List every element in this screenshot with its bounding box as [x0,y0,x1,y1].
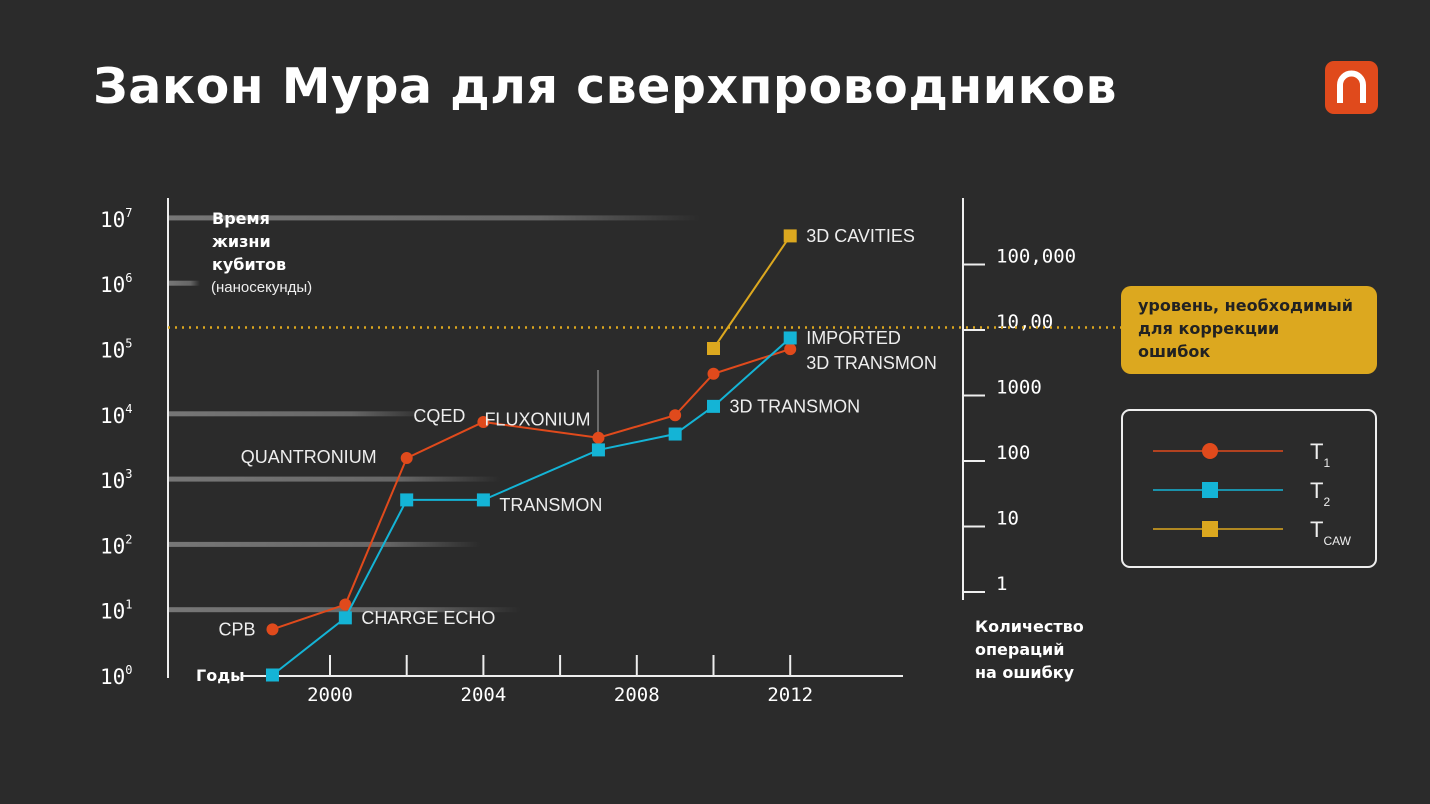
page-title: Закон Мура для сверхпроводников [93,58,1118,115]
data-point [400,493,414,507]
data-point [592,431,605,444]
annotation-label: 3D CAVITIES [806,226,915,246]
y-tick-label: 105 [100,337,133,363]
ylabel-line: (наносекунды) [211,279,312,296]
y-tick-label: 103 [100,467,133,493]
decade-band [168,215,700,221]
threshold-note: уровень, необходимый для коррекции ошибо… [1121,286,1377,374]
legend-label: TCAW [1310,517,1352,548]
n-logo-icon [1337,70,1366,103]
y2-tick-label: 1 [996,573,1007,595]
legend-marker [1202,443,1218,459]
y2-tick-label: 100 [996,442,1030,464]
x-tick-label: 2008 [614,684,660,706]
data-point [707,399,720,413]
data-point [339,598,352,611]
data-point [338,611,352,625]
decade-band [168,541,480,547]
x-tick-label: 2012 [767,684,813,706]
y-tick-label: 107 [100,206,133,232]
legend: T1 T2 TCAW [1121,409,1377,568]
data-point [669,409,682,422]
series-line-caw [712,235,792,350]
y2-tick-label: 1000 [996,377,1042,399]
y2-tick-label: 10,00 [996,311,1053,333]
data-point [707,342,720,355]
y-tick-label: 106 [100,271,133,297]
annotation-label: 3D TRANSMON [806,353,937,373]
y-tick-label: 102 [100,532,133,558]
annotation-label: FLUXONIUM [484,410,590,430]
data-point [265,668,279,682]
data-point [266,623,279,636]
decade-band [168,411,430,417]
ylabel-line: жизни [212,232,271,251]
xlabel: Годы [196,666,245,685]
y2-tick-label: 10 [996,508,1019,530]
annotation-label: TRANSMON [499,495,602,515]
x-tick-label: 2004 [461,684,507,706]
data-point [476,493,490,507]
y2-tick-label: 100,000 [996,246,1076,268]
x-tick-label: 2000 [307,684,353,706]
y2label-line: операций [975,640,1064,659]
data-point [707,367,720,380]
ylabel-line: Время [212,209,270,228]
logo [1325,61,1378,114]
decade-band [168,476,500,482]
data-point [668,427,682,441]
note-line: ошибок [1138,342,1211,361]
annotation-label: QUANTRONIUM [241,447,377,467]
data-point [477,415,490,428]
y2label-line: на ошибку [975,663,1075,682]
data-point [783,331,797,345]
y2label-line: Количество [975,617,1084,636]
ylabel-line: кубитов [212,255,286,274]
y-tick-label: 100 [100,663,133,689]
legend-marker [1202,521,1218,537]
data-point [400,452,413,465]
annotation-label: CQED [413,406,465,426]
y-tick-label: 101 [100,598,133,624]
legend-label: T2 [1310,478,1330,509]
annotation-label: CHARGE ECHO [361,608,495,628]
legend-marker [1202,482,1218,498]
decade-band [168,280,200,286]
annotation-label: IMPORTED [806,328,901,348]
note-line: уровень, необходимый [1138,296,1353,315]
legend-label: T1 [1310,439,1330,470]
annotation-label: CPB [218,619,255,639]
data-point [783,229,797,243]
data-point [784,343,797,356]
annotation-label: 3D TRANSMON [730,396,861,416]
note-line: для коррекции [1138,319,1280,338]
y-tick-label: 104 [100,402,133,428]
data-point [591,443,605,457]
series-line-1 [272,348,791,631]
